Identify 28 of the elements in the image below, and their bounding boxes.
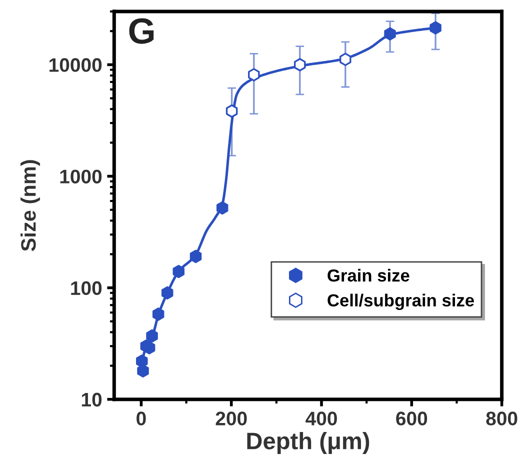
point (146, 329, 158, 343)
point (248, 68, 260, 82)
point (294, 58, 306, 72)
x-tick-label: 400 (306, 412, 337, 426)
point (136, 354, 148, 368)
y-tick-label: 10 (82, 392, 102, 407)
point (161, 286, 174, 300)
point (430, 21, 442, 34)
x-tick-label: 0 (136, 412, 146, 426)
x-tick-label: 800 (486, 412, 518, 426)
legend-label: Grain size (328, 268, 410, 282)
x-tick-label: 200 (216, 412, 247, 426)
point (152, 308, 164, 321)
y-axis-title: Size (nm) (20, 160, 40, 252)
point (216, 201, 228, 215)
annotation: G (129, 18, 154, 44)
point (384, 27, 396, 41)
point (190, 250, 202, 264)
point (226, 104, 238, 118)
point (172, 264, 184, 278)
x-axis-title: Depth (μm) (247, 432, 370, 454)
y-tick-label: 1000 (60, 170, 102, 184)
y-tick-label: 100 (71, 281, 102, 296)
point (137, 364, 149, 378)
point (340, 52, 352, 66)
x-tick-label: 600 (396, 412, 428, 426)
legend-label: Cell/subgrain size (328, 294, 474, 310)
y-tick-label: 10000 (50, 58, 102, 72)
